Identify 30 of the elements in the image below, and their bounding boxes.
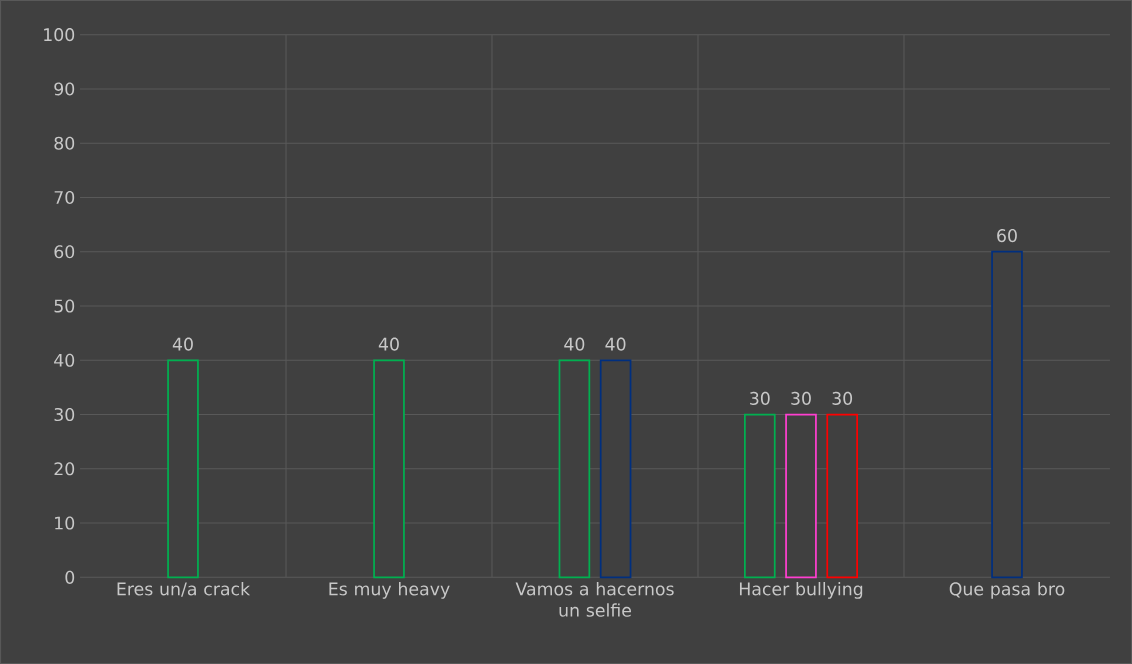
y-tick-label: 60 [54, 245, 75, 259]
bar [991, 250, 1023, 579]
x-tick-label: Que pasa bro [949, 582, 1065, 599]
x-tick-label: Hacer bullying [739, 582, 863, 599]
data-label: 30 [791, 391, 811, 405]
data-label: 40 [605, 337, 626, 351]
bar [599, 359, 632, 579]
y-tick-label: 50 [54, 299, 75, 313]
y-tick-label: 20 [54, 462, 75, 476]
y-tick-label: 70 [54, 190, 75, 205]
data-label: 30 [750, 391, 770, 405]
data-label: 30 [832, 391, 853, 405]
y-tick-label: 90 [54, 82, 75, 96]
y-tick-label: 0 [65, 570, 75, 584]
bar [785, 413, 817, 579]
y-tick-label: 40 [54, 353, 75, 367]
x-tick-label: Vamos a hacernos un selfie [515, 582, 674, 617]
y-tick-label: 30 [54, 407, 75, 422]
data-label: 40 [564, 337, 585, 351]
x-tick-label: Es muy heavy [329, 582, 450, 599]
data-label: 60 [997, 229, 1017, 243]
y-tick-label: 80 [54, 136, 75, 150]
y-tick-label: 100 [44, 28, 75, 42]
data-label: 40 [378, 337, 399, 351]
bar [558, 359, 591, 579]
data-label: 40 [172, 337, 193, 351]
y-tick-label: 10 [55, 516, 75, 530]
bar [167, 359, 199, 579]
x-tick-label: Eres un/a crack [117, 582, 251, 597]
bar [826, 413, 859, 579]
